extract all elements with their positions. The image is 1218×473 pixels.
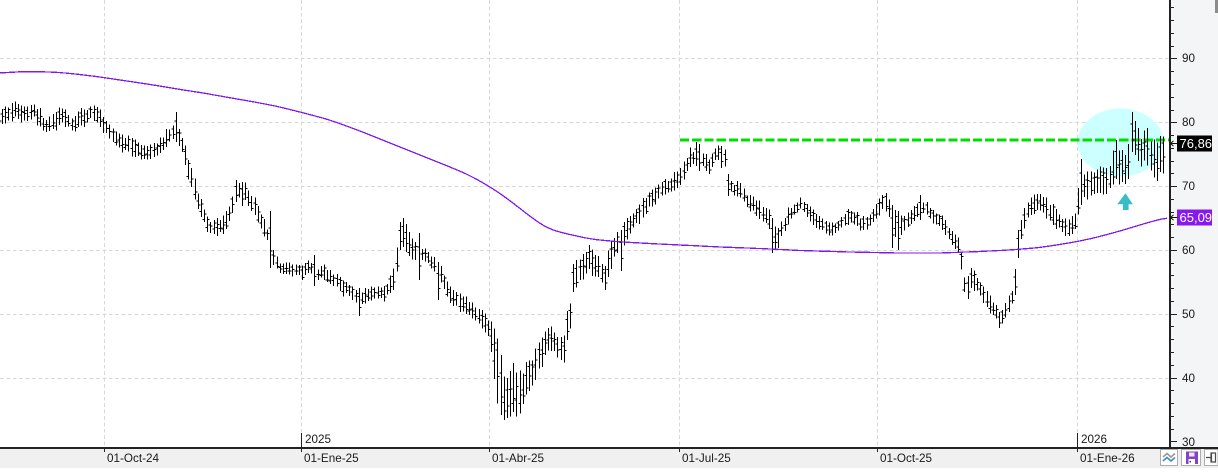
svg-text:2025: 2025 [305,433,332,446]
svg-text:70: 70 [1182,180,1196,193]
svg-text:50: 50 [1182,308,1196,321]
svg-text:60: 60 [1182,244,1196,257]
svg-text:40: 40 [1182,372,1196,385]
svg-text:01-Ene-25: 01-Ene-25 [304,452,359,465]
svg-text:80: 80 [1182,116,1196,129]
svg-text:01-Jul-25: 01-Jul-25 [682,452,731,465]
svg-text:30: 30 [1182,436,1196,449]
svg-text:01-Oct-24: 01-Oct-24 [107,452,159,465]
svg-text:65,09: 65,09 [1180,210,1213,225]
svg-text:76,86: 76,86 [1180,136,1213,151]
svg-text:01-Abr-25: 01-Abr-25 [492,452,544,465]
svg-text:01-Oct-25: 01-Oct-25 [880,452,932,465]
svg-text:90: 90 [1182,52,1196,65]
svg-text:2026: 2026 [1081,433,1107,446]
svg-text:01-Ene-26: 01-Ene-26 [1080,452,1135,465]
